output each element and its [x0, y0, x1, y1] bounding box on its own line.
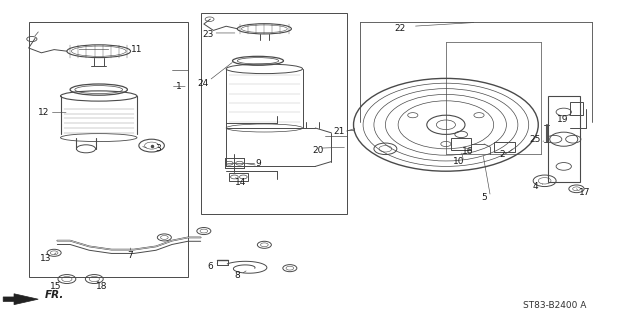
Text: 20: 20: [313, 146, 324, 155]
Text: 14: 14: [235, 178, 247, 187]
Text: 6: 6: [207, 262, 213, 271]
Text: 11: 11: [131, 45, 143, 54]
Text: 19: 19: [557, 115, 568, 124]
Text: 21: 21: [333, 127, 345, 136]
Text: 12: 12: [38, 108, 49, 117]
Text: 22: 22: [394, 24, 406, 33]
Text: 10: 10: [453, 157, 464, 166]
Text: 3: 3: [155, 144, 161, 153]
Text: 8: 8: [234, 271, 240, 280]
Text: 1: 1: [175, 82, 182, 91]
Bar: [451, 138, 471, 150]
Text: 5: 5: [481, 193, 487, 202]
Bar: [229, 173, 248, 181]
Bar: [548, 96, 580, 182]
Text: ST83-B2400 A: ST83-B2400 A: [522, 301, 586, 310]
Text: 25: 25: [529, 135, 541, 144]
Text: 15: 15: [50, 282, 62, 291]
Text: 16: 16: [462, 147, 474, 156]
Bar: [494, 142, 515, 152]
Bar: [201, 13, 347, 214]
Text: FR.: FR.: [45, 290, 64, 300]
Text: 24: 24: [197, 79, 208, 88]
Text: 4: 4: [533, 182, 538, 191]
Polygon shape: [3, 294, 38, 305]
Text: 18: 18: [96, 282, 108, 291]
Text: 2: 2: [499, 150, 505, 159]
Text: 17: 17: [579, 188, 590, 197]
Text: 9: 9: [255, 159, 261, 168]
Text: 13: 13: [40, 254, 52, 263]
Text: 23: 23: [203, 30, 214, 39]
Bar: [570, 102, 583, 115]
Text: 7: 7: [127, 252, 134, 260]
Bar: [29, 22, 188, 277]
